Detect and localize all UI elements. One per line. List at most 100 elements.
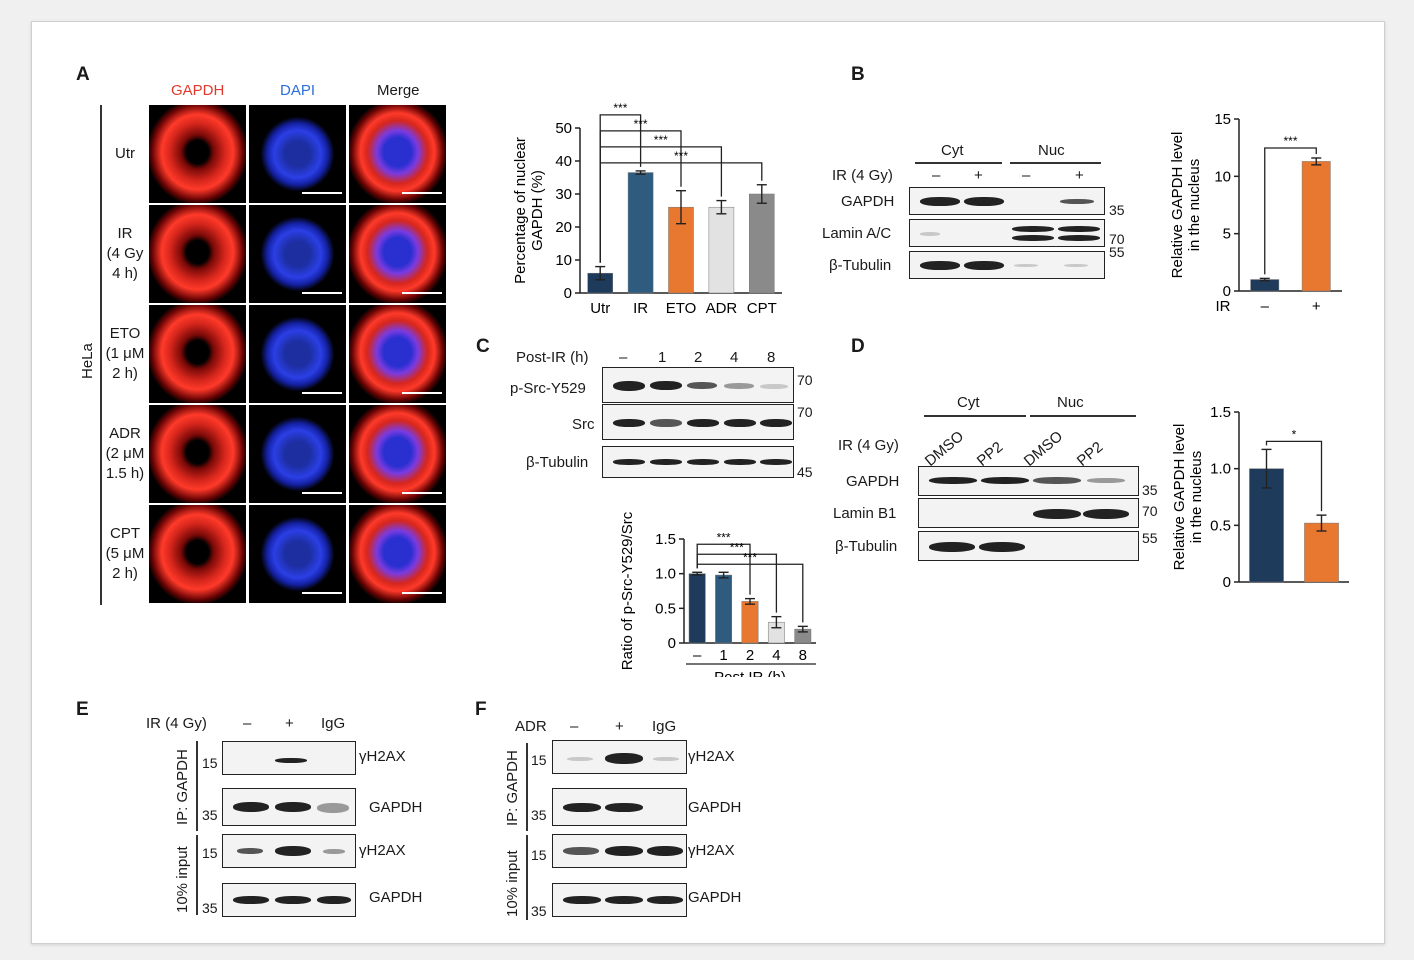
- western-blot-input-gapdh: [222, 883, 356, 917]
- mw-marker: 15: [202, 845, 218, 861]
- y-tick-label: 1.5: [1210, 404, 1231, 421]
- panel-letter-d: D: [851, 336, 865, 357]
- micrograph-dapi: [249, 205, 346, 303]
- row-label-line: ETO: [109, 325, 141, 342]
- panel-letter-b: B: [851, 64, 865, 85]
- row-label-line: (5 μM: [105, 545, 145, 562]
- y-tick-label: 0.5: [1210, 517, 1231, 534]
- significance-bracket: [599, 162, 763, 263]
- group-label-nuc: Nuc: [1057, 394, 1084, 411]
- mw-marker: 45: [797, 464, 813, 480]
- ip-bracket: [196, 741, 198, 831]
- y-tick-label: 15: [1214, 111, 1231, 128]
- y-tick-label: 1.0: [655, 566, 676, 583]
- y-tick-label: 0: [668, 635, 676, 652]
- y-tick-label: 0: [1223, 283, 1231, 300]
- scale-bar: [302, 292, 342, 294]
- significance-label: ***: [730, 540, 744, 554]
- group-underline: [1030, 415, 1136, 417]
- bar: [1301, 161, 1331, 292]
- mw-marker: 35: [1142, 482, 1158, 498]
- significance-label: ***: [743, 550, 757, 564]
- mw-marker: 35: [531, 903, 547, 919]
- x-tick-label: IR: [633, 300, 648, 317]
- blot-label-gapdh: GAPDH: [846, 473, 900, 490]
- mw-marker: 55: [1142, 530, 1158, 546]
- y-tick-label: 0: [1223, 574, 1231, 591]
- ip-label: IP: GAPDH: [174, 749, 191, 825]
- x-axis-label: Post IR (h): [714, 669, 786, 677]
- western-blot-input-gh2ax: [552, 834, 687, 868]
- micrograph-merge: [349, 205, 446, 303]
- significance-bracket: [599, 146, 723, 263]
- western-blot-ip-gapdh: [222, 788, 356, 826]
- micrograph-merge: [349, 305, 446, 403]
- row-label-line: 2 h): [112, 365, 138, 382]
- y-tick-label: 1.0: [1210, 461, 1231, 478]
- lane-label: 4: [730, 349, 739, 366]
- western-blot-p-src-y529: [602, 367, 794, 403]
- western-blot-input-gh2ax: [222, 834, 356, 868]
- mw-marker: 15: [531, 847, 547, 863]
- blot-label-gh2ax: γH2AX: [688, 842, 735, 859]
- micrograph-dapi: [249, 505, 346, 603]
- lane-label: PP2: [973, 438, 1007, 470]
- treatment-label: ADR: [515, 718, 547, 735]
- input-label: 10% input: [504, 850, 521, 917]
- lane-label: –: [932, 167, 941, 184]
- x-tick-label: +: [1312, 298, 1321, 315]
- mw-marker: 35: [1109, 202, 1125, 218]
- blot-label-p-src: p-Src-Y529: [510, 380, 586, 397]
- row-label-eto: ETO (1 μM 2 h): [102, 305, 148, 403]
- input-bracket: [526, 835, 528, 920]
- scale-bar: [402, 392, 442, 394]
- western-blot-b-tubulin: [909, 251, 1105, 279]
- y-axis-label: Relative GAPDH level: [1171, 424, 1188, 571]
- figure-panel: A GAPDH DAPI Merge HeLa Utr IR (4 Gy 4 h…: [31, 21, 1385, 944]
- lane-label: DMSO: [1020, 427, 1067, 470]
- micrograph-dapi: [249, 305, 346, 403]
- lane-label: +: [1075, 167, 1084, 184]
- x-tick-label: 1: [719, 647, 727, 664]
- western-blot-input-gapdh: [552, 883, 687, 917]
- row-label-line: 4 h): [112, 265, 138, 282]
- input-bracket: [196, 835, 198, 915]
- row-label-cpt: CPT (5 μM 2 h): [102, 505, 148, 603]
- panel-letter-c: C: [476, 336, 490, 357]
- western-blot-lamin-b1: [918, 498, 1139, 528]
- significance-label: ***: [613, 101, 627, 115]
- micrograph-dapi: [249, 405, 346, 503]
- bar: [688, 573, 706, 644]
- group-label-cyt: Cyt: [957, 394, 980, 411]
- x-tick-label: 4: [772, 647, 780, 664]
- blot-label-gh2ax: γH2AX: [359, 748, 406, 765]
- mw-marker: 35: [202, 900, 218, 916]
- lane-label: –: [1022, 167, 1031, 184]
- mw-marker: 70: [797, 404, 813, 420]
- significance-label: ***: [634, 117, 648, 131]
- micrograph-merge: [349, 505, 446, 603]
- blot-label-gapdh: GAPDH: [688, 889, 742, 906]
- y-axis-label: in the nucleus: [1186, 159, 1203, 252]
- micrograph-merge: [349, 405, 446, 503]
- scale-bar: [302, 392, 342, 394]
- treatment-label: IR (4 Gy): [146, 715, 207, 732]
- y-tick-label: 0.5: [655, 600, 676, 617]
- scale-bar: [402, 492, 442, 494]
- row-label-utr: Utr: [102, 105, 148, 203]
- blot-label-lamin-ac: Lamin A/C: [822, 225, 892, 242]
- row-label-line: 1.5 h): [105, 465, 145, 482]
- scale-bar: [402, 592, 442, 594]
- significance-label: ***: [1283, 134, 1297, 148]
- lane-label: +: [615, 718, 624, 735]
- panel-letter-f: F: [475, 699, 487, 720]
- micrograph-merge: [349, 105, 446, 203]
- ip-label: IP: GAPDH: [504, 750, 521, 826]
- lane-label: –: [570, 718, 579, 735]
- micrograph-gapdh: [149, 105, 246, 203]
- y-tick-label: 5: [1223, 226, 1231, 243]
- mw-marker: 35: [531, 807, 547, 823]
- row-label-line: (1 μM: [105, 345, 145, 362]
- significance-bracket: [696, 553, 778, 613]
